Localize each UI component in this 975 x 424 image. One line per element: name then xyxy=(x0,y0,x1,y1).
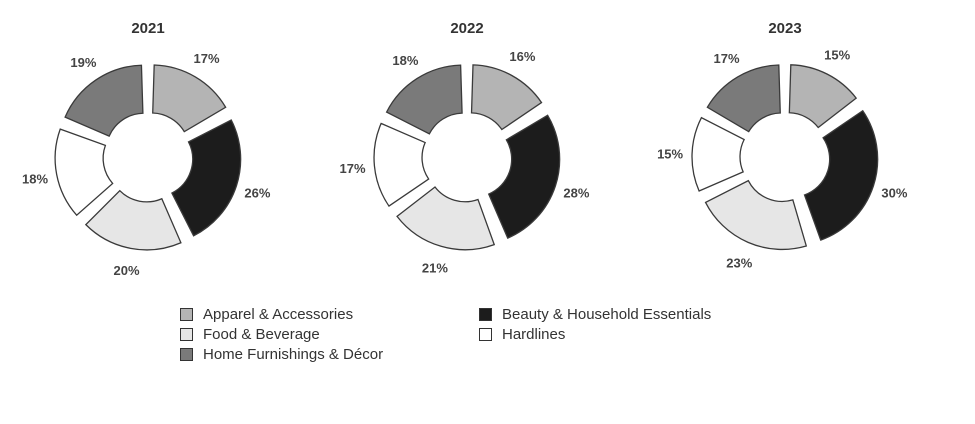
data-label-2023-food-beverage: 23% xyxy=(726,256,752,271)
chart-title-2023: 2023 xyxy=(768,20,801,37)
legend-label-food: Food & Beverage xyxy=(203,325,320,343)
slice-2022-beauty-household-essentials xyxy=(487,114,561,239)
data-label-2022-beauty-household-essentials: 28% xyxy=(563,186,589,201)
data-label-2023-hardlines: 15% xyxy=(657,146,683,161)
legend-item-hardlines: Hardlines xyxy=(479,324,711,344)
legend-swatch-beauty xyxy=(479,307,492,321)
legend-label-hardlines: Hardlines xyxy=(502,325,566,343)
data-label-2022-home-furnishings-d-cor: 18% xyxy=(392,53,418,68)
slice-2023-hardlines xyxy=(691,116,746,192)
slice-2021-apparel-accessories xyxy=(152,64,227,133)
data-label-2021-apparel-accessories: 17% xyxy=(193,51,219,66)
slice-2023-home-furnishings-d-cor xyxy=(706,64,781,133)
slice-2023-apparel-accessories xyxy=(788,64,858,129)
slice-2023-beauty-household-essentials xyxy=(803,109,879,241)
data-label-2022-hardlines: 17% xyxy=(339,161,365,176)
donut-2021: 2021 17% 26% 20% 18% 19% xyxy=(22,20,271,278)
slice-2022-home-furnishings-d-cor xyxy=(385,64,463,135)
legend-swatch-hardlines xyxy=(479,327,492,341)
legend-swatch-home xyxy=(180,347,193,361)
legend-label-beauty: Beauty & Household Essentials xyxy=(502,305,712,323)
legend-label-home: Home Furnishings & Décor xyxy=(203,345,384,363)
slice-2021-food-beverage xyxy=(84,189,182,251)
legend-item-home: Home Furnishings & Décor xyxy=(180,344,383,364)
slice-2021-home-furnishings-d-cor xyxy=(64,64,144,138)
donut-charts: 202117%26%20%18%19%202216%28%21%17%18%20… xyxy=(22,20,908,278)
legend-left: Apparel & Accessories Food & Beverage Ho… xyxy=(180,304,383,364)
legend-item-food: Food & Beverage xyxy=(180,324,383,344)
data-label-2021-beauty-household-essentials: 26% xyxy=(244,186,270,201)
donut-2022: 2022 16% 28% 21% 17% 18% xyxy=(339,20,589,275)
legend-swatch-food xyxy=(180,327,193,341)
legend-right: Beauty & Household Essentials Hardlines xyxy=(479,304,711,344)
legend-swatch-apparel xyxy=(180,307,193,321)
chart-title-2021: 2021 xyxy=(131,20,164,37)
data-label-2021-hardlines: 18% xyxy=(22,172,48,187)
legend-label-apparel: Apparel & Accessories xyxy=(203,305,354,323)
slice-2023-food-beverage xyxy=(704,179,808,251)
legend-item-apparel: Apparel & Accessories xyxy=(180,304,383,324)
legend-item-beauty: Beauty & Household Essentials xyxy=(479,304,711,324)
slice-2022-food-beverage xyxy=(396,186,496,251)
slice-2022-apparel-accessories xyxy=(470,64,543,131)
data-label-2023-apparel-accessories: 15% xyxy=(824,48,850,63)
data-label-2022-apparel-accessories: 16% xyxy=(509,49,535,64)
slice-2022-hardlines xyxy=(373,122,430,207)
chart-title-2022: 2022 xyxy=(450,20,483,37)
data-label-2023-beauty-household-essentials: 30% xyxy=(881,186,907,201)
slice-2021-hardlines xyxy=(54,128,114,217)
data-label-2021-home-furnishings-d-cor: 19% xyxy=(70,55,96,70)
donut-2023: 2023 15% 30% 23% 15% 17% xyxy=(657,20,908,271)
data-label-2022-food-beverage: 21% xyxy=(422,260,448,275)
data-label-2023-home-furnishings-d-cor: 17% xyxy=(713,51,739,66)
data-label-2021-food-beverage: 20% xyxy=(113,263,139,278)
slice-2021-beauty-household-essentials xyxy=(171,119,242,237)
